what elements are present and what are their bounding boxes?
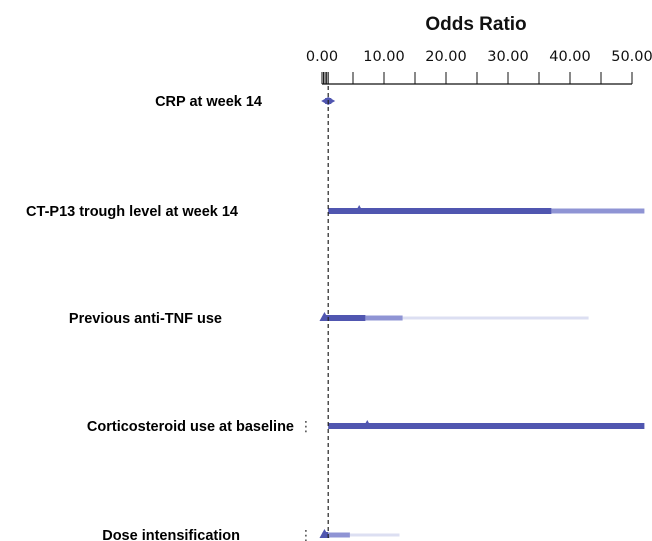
ci-bar-inner [328, 208, 552, 214]
ci-bar-full [349, 533, 400, 537]
point-estimate-triangle [319, 529, 330, 538]
row-label: CRP at week 14 [155, 94, 262, 110]
point-estimate-triangle [319, 312, 330, 321]
ci-bar-outer [365, 315, 403, 321]
x-axis: 0.00 10.00 20.00 30.00 40.00 50.00 [306, 49, 652, 85]
row-dots: ⋮ [299, 528, 313, 541]
ci-bar-outer [551, 208, 645, 214]
forest-row: Previous anti-TNF use [69, 311, 589, 327]
row-label: CT-P13 trough level at week 14 [26, 204, 238, 220]
tick-label: 20.00 [425, 49, 467, 65]
row-dots: ⋮ [299, 419, 313, 435]
row-label: Previous anti-TNF use [69, 311, 222, 327]
point-estimate-triangle [354, 205, 365, 214]
forest-row: Dose intensification ⋮ [102, 528, 400, 541]
row-label: Dose intensification [102, 528, 240, 541]
ci-bar-full [402, 316, 589, 320]
forest-rows: CRP at week 14 CT-P13 trough level at wee… [26, 94, 645, 541]
forest-row: CRP at week 14 [155, 94, 336, 110]
ci-bar-inner [328, 423, 645, 429]
forest-row: CT-P13 trough level at week 14 [26, 204, 645, 220]
point-estimate-triangle [362, 420, 373, 429]
tick-label: 0.00 [306, 49, 338, 65]
forest-row: Corticosteroid use at baseline ⋮ [87, 419, 645, 435]
row-label: Corticosteroid use at baseline [87, 419, 294, 435]
tick-label: 50.00 [611, 49, 652, 65]
tick-label: 30.00 [487, 49, 529, 65]
ci-bar-outer [328, 532, 350, 538]
axis-title: Odds Ratio [425, 14, 526, 35]
tick-label: 40.00 [549, 49, 591, 65]
tick-label: 10.00 [363, 49, 405, 65]
ci-bar-inner [323, 315, 366, 321]
